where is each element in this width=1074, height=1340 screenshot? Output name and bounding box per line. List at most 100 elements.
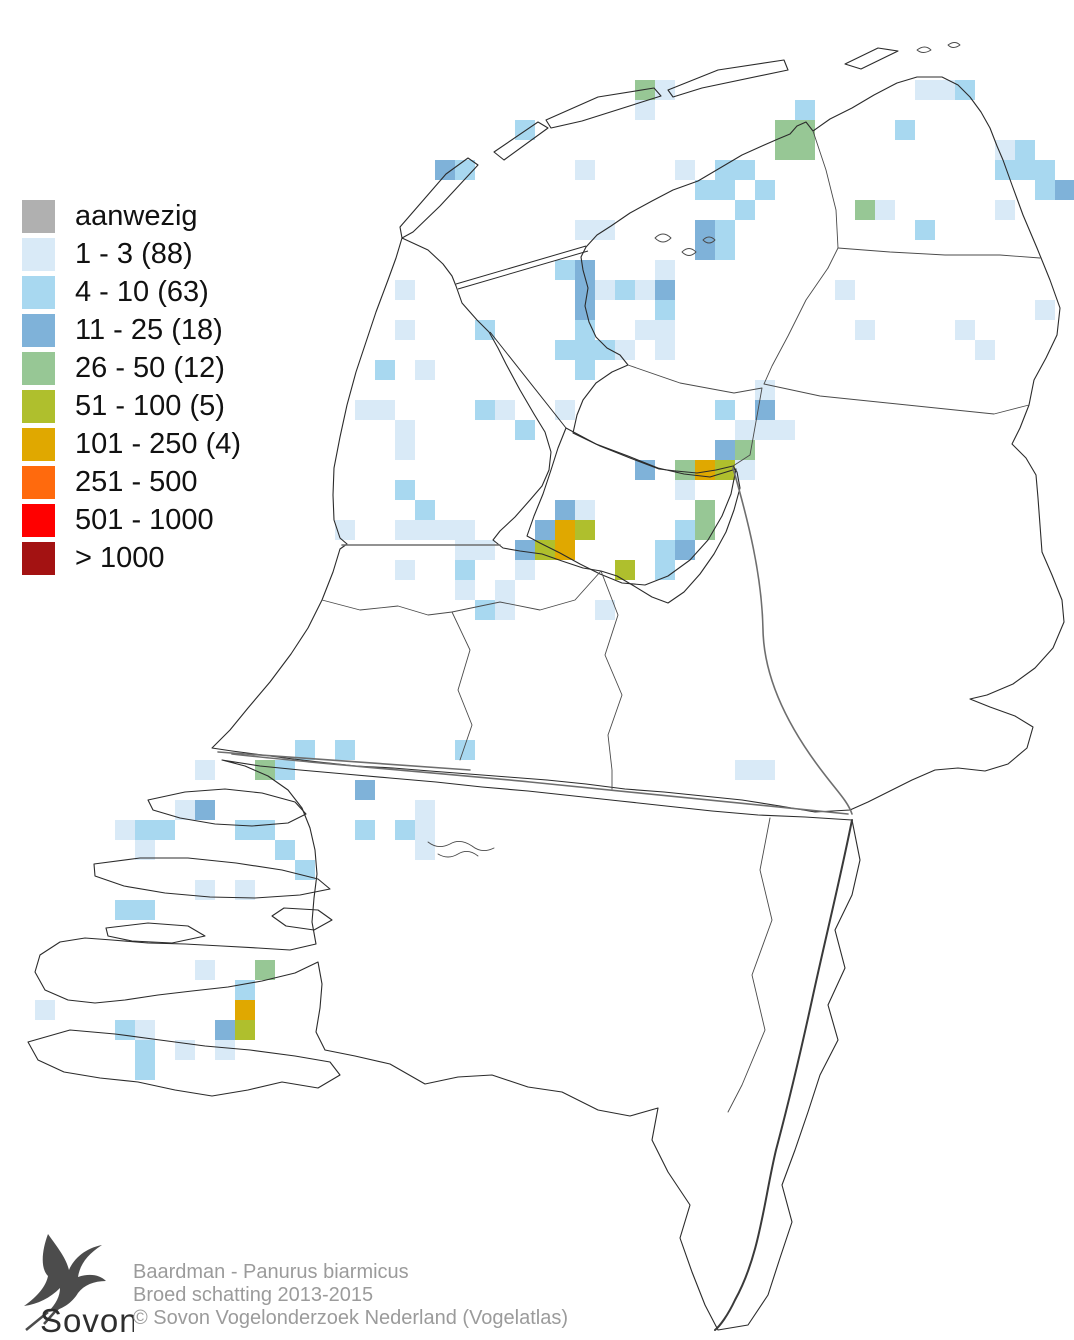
- grid-cell: [715, 180, 735, 200]
- grid-cell: [555, 540, 575, 560]
- grid-cell: [775, 420, 795, 440]
- grid-cell: [235, 820, 255, 840]
- river-lek: [217, 751, 471, 771]
- grid-cell: [615, 560, 635, 580]
- grid-cell: [655, 320, 675, 340]
- grid-cell: [615, 340, 635, 360]
- grid-cell: [455, 520, 475, 540]
- grid-cell: [1055, 180, 1074, 200]
- grid-cell: [1015, 140, 1035, 160]
- grid-cell: [695, 220, 715, 240]
- legend-label: 501 - 1000: [75, 503, 214, 536]
- outline-terschelling: [545, 87, 662, 129]
- grid-cell: [775, 140, 795, 160]
- outline-noord-beveland: [105, 922, 206, 944]
- legend-label: aanwezig: [75, 199, 198, 232]
- grid-cell: [795, 100, 815, 120]
- grid-cell: [515, 120, 535, 140]
- river-waal: [231, 753, 849, 815]
- grid-cell: [235, 880, 255, 900]
- grid-cell: [1035, 300, 1055, 320]
- grid-cell: [175, 1040, 195, 1060]
- grid-cell: [455, 560, 475, 580]
- legend-swatch-c3: [22, 313, 55, 347]
- grid-cell: [575, 220, 595, 240]
- legend-swatch-rd: [22, 503, 55, 537]
- grid-cell: [195, 800, 215, 820]
- outline-flevoland: [526, 427, 737, 586]
- grid-cell-layer: [35, 80, 1074, 1080]
- grid-cell: [235, 1020, 255, 1040]
- grid-cell: [635, 320, 655, 340]
- legend-item-c3: 11 - 25 (18): [22, 311, 241, 349]
- grid-cell: [335, 740, 355, 760]
- grid-cell: [875, 200, 895, 220]
- border-drenthe-overijssel: [763, 383, 1030, 415]
- grid-cell: [635, 280, 655, 300]
- legend-label: 11 - 25 (18): [75, 313, 223, 346]
- grid-cell: [1035, 160, 1055, 180]
- grid-cell: [415, 520, 435, 540]
- grid-cell: [575, 340, 595, 360]
- grid-cell: [655, 540, 675, 560]
- grid-cell: [935, 80, 955, 100]
- legend: aanwezig 1 - 3 (88) 4 - 10 (63) 11 - 25 (18…: [22, 197, 241, 577]
- grid-cell: [395, 520, 415, 540]
- grid-cell: [915, 80, 935, 100]
- grid-cell: [275, 760, 295, 780]
- grid-cell: [995, 140, 1015, 160]
- frisian-lakes: [654, 233, 716, 256]
- grid-cell: [395, 820, 415, 840]
- legend-item-present: aanwezig: [22, 197, 241, 235]
- legend-swatch-au: [22, 427, 55, 461]
- grid-cell: [735, 200, 755, 220]
- grid-cell: [555, 520, 575, 540]
- border-brabant-limburg: [727, 817, 773, 1113]
- grid-cell: [475, 540, 495, 560]
- grid-cell: [395, 280, 415, 300]
- legend-label: > 1000: [75, 541, 165, 574]
- outline-goeree: [147, 788, 307, 827]
- grid-cell: [195, 880, 215, 900]
- grid-cell: [135, 1040, 155, 1060]
- attribution: Baardman - Panurus biarmicus Broed schat…: [133, 1261, 568, 1330]
- grid-cell: [595, 600, 615, 620]
- grid-cell: [615, 280, 635, 300]
- grid-cell: [375, 360, 395, 380]
- grid-cell: [575, 320, 595, 340]
- copyright-line: © Sovon Vogelonderzoek Nederland (Vogela…: [133, 1307, 569, 1329]
- grid-cell: [655, 300, 675, 320]
- outline-ameland: [667, 59, 789, 98]
- legend-item-dr: > 1000: [22, 539, 241, 577]
- grid-cell: [415, 820, 435, 840]
- grid-cell: [395, 560, 415, 580]
- grid-cell: [575, 280, 595, 300]
- grid-cell: [295, 740, 315, 760]
- grid-cell: [415, 500, 435, 520]
- grid-cell: [975, 340, 995, 360]
- grid-cell: [695, 520, 715, 540]
- grid-cell: [395, 480, 415, 500]
- grid-cell: [335, 520, 355, 540]
- legend-item-c1: 1 - 3 (88): [22, 235, 241, 273]
- grid-cell: [735, 420, 755, 440]
- outline-tholen: [271, 907, 333, 931]
- grid-cell: [635, 100, 655, 120]
- swallow-tail-icon: [25, 1305, 61, 1331]
- grid-cell: [215, 1040, 235, 1060]
- grid-cell: [555, 260, 575, 280]
- outline-texel: [399, 157, 479, 239]
- grid-cell: [555, 400, 575, 420]
- border-utrecht-gelderland: [600, 570, 623, 790]
- grid-cell: [275, 840, 295, 860]
- legend-item-au: 101 - 250 (4): [22, 425, 241, 463]
- grid-cell: [455, 580, 475, 600]
- legend-swatch-or: [22, 465, 55, 499]
- grid-cell: [715, 160, 735, 180]
- outline-schouwen: [93, 857, 331, 899]
- grid-cell: [135, 1020, 155, 1040]
- grid-cell: [355, 780, 375, 800]
- outline-schiermonnikoog: [844, 47, 899, 70]
- grid-cell: [395, 420, 415, 440]
